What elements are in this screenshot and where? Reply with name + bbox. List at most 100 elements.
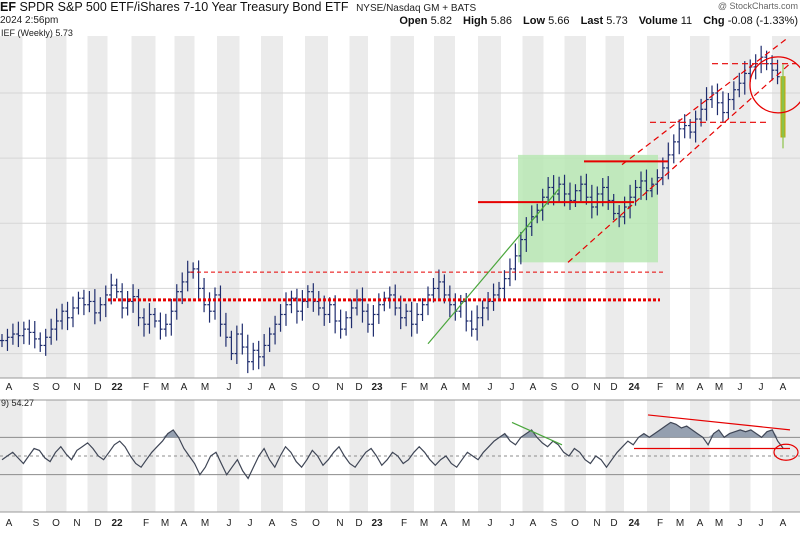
month-shade-band [305, 400, 328, 512]
price-bar [185, 260, 190, 292]
price-bar [300, 290, 305, 321]
chart-header: EF SPDR S&P 500 ETF/iShares 7-10 Year Tr… [0, 0, 800, 36]
price-bar [207, 292, 212, 323]
x-tick-label: A [6, 382, 13, 393]
price-bar [251, 342, 256, 371]
x-tick-label: M [161, 382, 169, 393]
x-tick-label: N [593, 518, 600, 529]
x-tick-label: J [488, 382, 493, 393]
price-bar [114, 278, 119, 299]
x-tick-label: N [73, 382, 80, 393]
channel-upper-line [621, 38, 787, 166]
x-tick-label: A [780, 382, 787, 393]
indicator-highlight-circle [773, 443, 799, 461]
price-bar [371, 305, 376, 337]
price-bar [595, 186, 600, 216]
month-shade-band [478, 36, 501, 378]
x-tick-label: M [201, 518, 209, 529]
price-bar [742, 61, 747, 95]
price-bar [311, 283, 316, 312]
price-bar [731, 81, 737, 110]
x-tick-label: J [488, 518, 493, 529]
price-bar [349, 299, 354, 329]
chart-title: EF SPDR S&P 500 ETF/iShares 7-10 Year Tr… [0, 0, 476, 14]
price-bar [109, 273, 114, 305]
x-tick-label: M [462, 382, 470, 393]
price-bar [491, 283, 496, 311]
price-bars [0, 45, 786, 374]
price-bar [229, 330, 234, 361]
price-bar [92, 289, 98, 325]
x-tick-label: J [510, 518, 515, 529]
x-tick-label: F [401, 382, 407, 393]
price-bar [136, 289, 141, 327]
x-tick-label: 24 [628, 382, 640, 393]
price-bar [240, 323, 245, 355]
price-bar [294, 288, 300, 324]
price-bar [65, 301, 70, 331]
price-bar [59, 303, 65, 330]
x-tick-label: J [227, 382, 232, 393]
price-bar [103, 285, 108, 318]
x-tick-label: A [181, 382, 188, 393]
price-bar [76, 291, 81, 315]
x-tick-label: N [336, 382, 343, 393]
green-trendline [427, 187, 561, 345]
month-shade-band [647, 36, 670, 378]
x-tick-label: S [551, 518, 558, 529]
price-bar [545, 177, 551, 205]
x-tick-label: A [530, 382, 537, 393]
x-tick-label: 23 [371, 518, 383, 529]
price-bar [720, 91, 726, 122]
month-shade-band [522, 400, 544, 512]
price-bar [693, 110, 698, 143]
x-tick-label: N [73, 518, 80, 529]
price-bar [289, 290, 294, 314]
price-bar [10, 323, 16, 345]
symbol-description: SPDR S&P 500 ETF/iShares 7-10 Year Treas… [19, 0, 349, 14]
x-tick-label: O [312, 518, 320, 529]
price-bar [709, 85, 715, 108]
open-value: 5.82 [430, 15, 452, 27]
price-bar [218, 285, 223, 337]
last-label: Last [580, 15, 604, 27]
month-shade-band [729, 36, 751, 378]
x-tick-label: J [248, 518, 253, 529]
price-bar [327, 297, 332, 323]
price-bar [305, 285, 311, 308]
price-bar [677, 119, 682, 155]
price-bar [737, 72, 742, 98]
month-shade-band [0, 400, 23, 512]
x-tick-label: F [401, 518, 407, 529]
x-tick-label: D [94, 382, 101, 393]
month-shade-band [305, 36, 328, 378]
price-bar [223, 312, 229, 347]
price-bar [682, 114, 687, 139]
x-tick-label: 23 [371, 382, 383, 393]
indicator-line [1, 421, 784, 480]
x-tick-label: A [269, 518, 276, 529]
price-bar [119, 283, 125, 319]
price-bar [507, 258, 513, 287]
price-bar [38, 332, 43, 352]
exchange-label: NYSE/Nasdaq GM + BATS [356, 3, 477, 14]
price-bar [584, 173, 589, 205]
x-axis-ticks: AASSOONNDD2222FFMMAAMMJJJJAASSOONNDD2323… [6, 382, 787, 529]
price-bar [5, 328, 10, 351]
price-bar [420, 298, 425, 321]
price-bar [256, 340, 261, 370]
price-bar [556, 176, 562, 203]
price-bar [316, 291, 321, 316]
price-bar [780, 64, 786, 149]
annotation-background [518, 154, 658, 263]
price-bar [70, 296, 76, 328]
x-tick-label: J [738, 382, 743, 393]
change-label: Chg [703, 15, 725, 27]
price-bar [513, 243, 518, 281]
x-tick-label: N [593, 382, 600, 393]
x-tick-label: N [336, 518, 343, 529]
x-tick-label: M [161, 518, 169, 529]
month-shade-band [261, 36, 283, 378]
x-tick-label: S [291, 518, 298, 529]
